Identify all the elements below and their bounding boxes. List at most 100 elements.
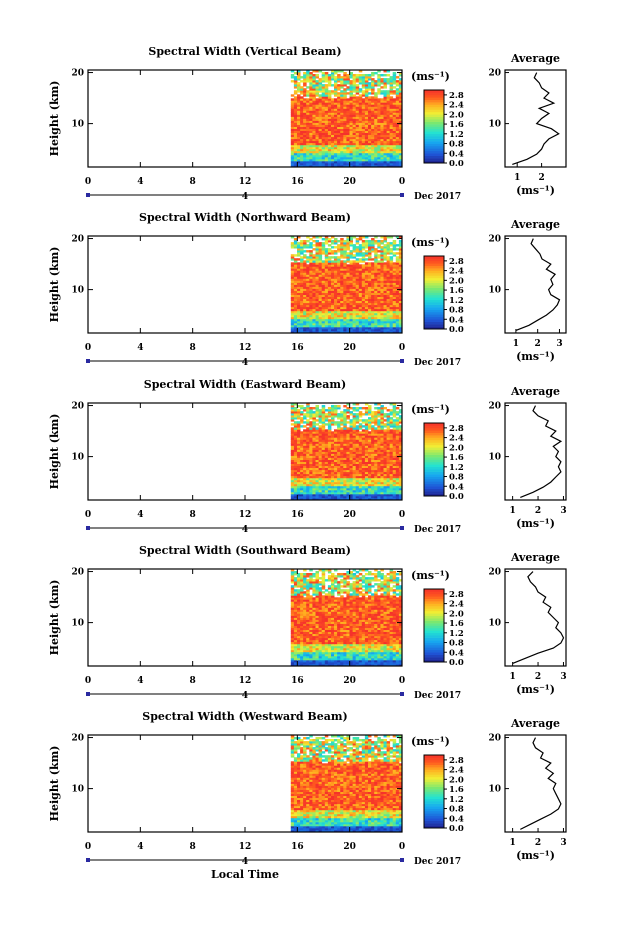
heatmap-cell [306,140,310,144]
heatmap-cell [318,304,323,308]
heatmap-cell [374,469,378,473]
colorbar-segment [424,302,444,305]
heatmap-cell [321,148,326,152]
heatmap-cell [309,407,313,410]
heatmap-cell [327,136,332,140]
heatmap-cell [293,80,298,83]
heatmap-cell [331,437,335,440]
heatmap-cell [355,496,360,499]
heatmap-cell [297,268,301,271]
heatmap-cell [300,421,304,424]
heatmap-cell [380,100,384,103]
heatmap-cell [303,429,307,432]
heatmap-cell [380,445,384,448]
heatmap-cell [361,90,366,93]
heatmap-cell [331,481,335,485]
heatmap-cell [343,276,347,279]
heatmap-cell [358,483,363,487]
heatmap-cell [327,310,332,314]
heatmap-cell [380,80,384,83]
heatmap-cell [343,126,347,129]
heatmap-cell [386,300,391,304]
heatmap-cell [377,447,381,450]
heatmap-cell [300,463,304,466]
heatmap-cell [368,246,372,249]
heatmap-cell [368,264,372,267]
heatmap-cell [337,441,341,444]
heatmap-cell [315,288,319,291]
x-tick-label: 0 [85,177,91,187]
heatmap-cell [303,308,307,312]
heatmap-cell [386,82,391,85]
average-frame [504,69,567,168]
heatmap-cell [374,421,378,424]
heatmap-cell [377,449,381,452]
heatmap-cell [386,80,391,83]
heatmap-cell [395,98,400,101]
heatmap-cell [293,455,298,458]
heatmap-cell [290,419,295,422]
heatmap-cell [318,78,323,81]
heatmap-cell [290,407,295,410]
heatmap-cell [355,84,360,87]
heatmap-cell [358,415,363,418]
heatmap-cell [318,112,323,115]
heatmap-cell [386,280,391,283]
heatmap-cell [380,132,384,135]
heatmap-cell [303,457,307,460]
heatmap-cell [355,429,360,432]
heatmap-cell [361,94,366,97]
heatmap-cell [346,298,350,301]
heatmap-cell [352,268,357,271]
heatmap-cell [361,132,366,135]
heatmap-cell [398,318,403,322]
heatmap-cell [349,433,353,436]
heatmap-cell [377,324,381,328]
heatmap-cell [349,419,353,422]
heatmap-cell [368,487,372,491]
heatmap-cell [389,419,394,422]
heatmap-cell [312,298,316,301]
heatmap-cell [358,324,363,328]
heatmap-cell [300,134,304,138]
heatmap-cell [352,445,357,448]
heatmap-cell [334,138,338,142]
heatmap-cell [361,258,366,261]
heatmap-cell [324,445,329,448]
heatmap-cell [361,487,366,491]
heatmap-cell [343,152,347,156]
heatmap-cell [327,423,332,426]
heatmap-cell [315,455,319,458]
heatmap-cell [389,280,394,283]
heatmap-cell [337,120,341,123]
heatmap-cell [364,473,369,477]
heatmap-cell [398,266,403,269]
heatmap-cell [389,272,394,275]
heatmap-cell [327,286,332,289]
heatmap-cell [398,246,403,249]
heatmap-cell [337,312,341,316]
heatmap-cell [327,150,332,154]
heatmap-cell [355,142,360,146]
heatmap-cell [321,84,326,87]
colorbar-segment [424,304,444,308]
heatmap-cell [349,152,353,156]
heatmap-cell [309,142,313,146]
heatmap-cell [315,270,319,273]
heatmap-cell [383,302,387,306]
heatmap-cell [300,312,304,316]
heatmap-cell [349,88,353,91]
heatmap-cell [293,310,298,314]
heatmap-cell [386,491,391,495]
heatmap-cell [349,138,353,142]
heatmap-cell [380,302,384,306]
heatmap-cell [374,80,378,83]
heatmap-cell [343,439,347,442]
heatmap-cell [343,78,347,81]
heatmap-cell [318,427,323,430]
heatmap-cell [318,86,323,89]
heatmap-cell [306,144,310,148]
heatmap-cell [358,447,363,450]
heatmap-cell [306,132,310,135]
heatmap-cell [306,90,310,93]
